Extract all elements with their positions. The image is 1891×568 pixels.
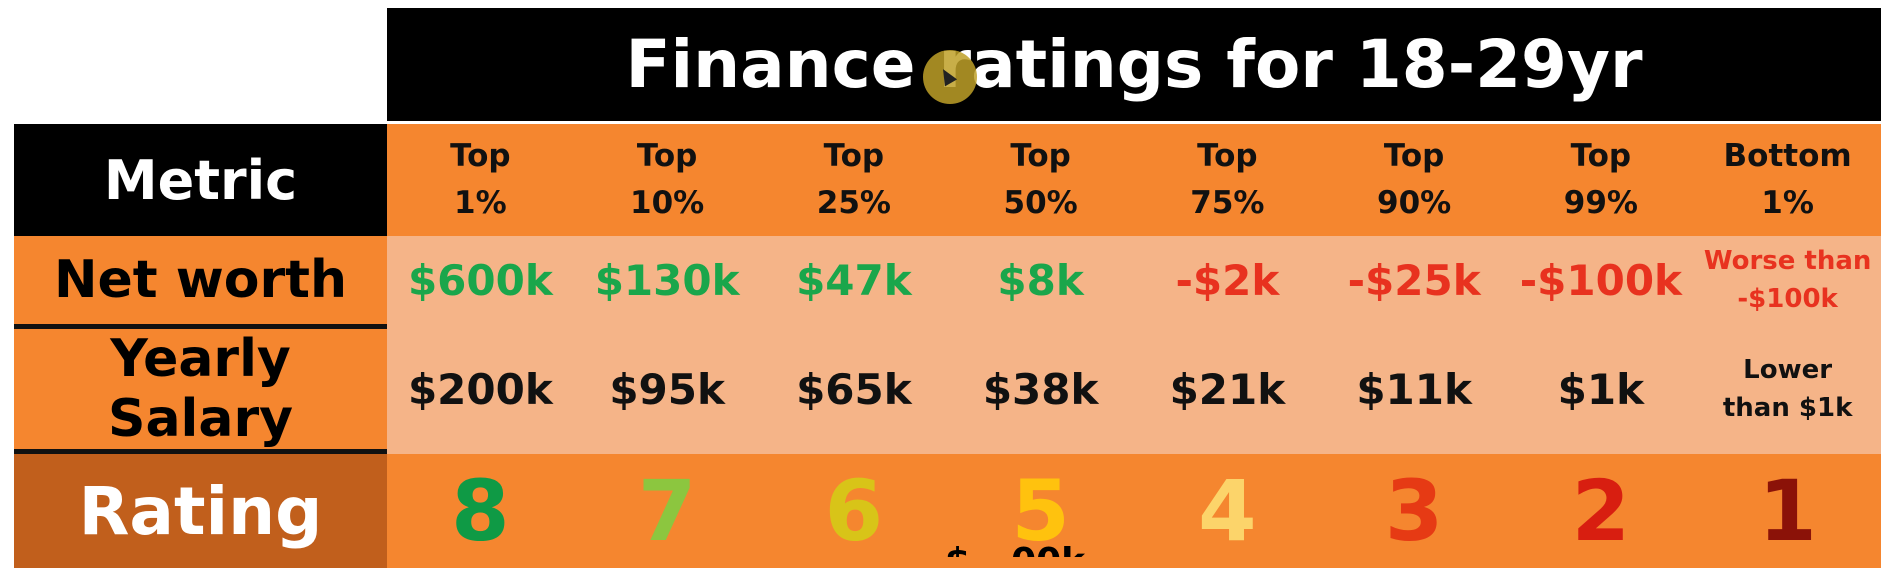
page-title: Finance ratings for 18-29yr (387, 8, 1881, 121)
metric-header: Metric (14, 124, 387, 236)
net-worth-label: Net worth (14, 236, 387, 327)
rating-value: 1 (1694, 452, 1881, 568)
net-worth-cell-bottom: Worse than-$100k (1694, 236, 1881, 327)
net-worth-row: Net worth $600k $130k $47k $8k -$2k -$25… (14, 236, 1881, 327)
salary-cell: $21k (1134, 327, 1321, 452)
net-worth-cell: -$25k (1321, 236, 1508, 327)
yearly-salary-label: Yearly Salary (14, 327, 387, 452)
yearly-salary-row: Yearly Salary $200k $95k $65k $38k $21k … (14, 327, 1881, 452)
salary-cell: $38k (947, 327, 1134, 452)
net-worth-cell: $47k (761, 236, 948, 327)
net-worth-cell: $600k (387, 236, 574, 327)
cropped-text-fragment: $...00k (945, 542, 1085, 557)
salary-cell: $11k (1321, 327, 1508, 452)
salary-cell: $95k (574, 327, 761, 452)
salary-cell: $65k (761, 327, 948, 452)
rating-value: 4 (1134, 452, 1321, 568)
salary-cell: $1k (1508, 327, 1695, 452)
net-worth-cell: -$2k (1134, 236, 1321, 327)
net-worth-cell: -$100k (1508, 236, 1695, 327)
salary-cell: $200k (387, 327, 574, 452)
rating-label: Rating (14, 452, 387, 568)
rating-value: 2 (1508, 452, 1695, 568)
rating-value: 6 (761, 452, 948, 568)
net-worth-cell: $8k (947, 236, 1134, 327)
net-worth-cell: $130k (574, 236, 761, 327)
rating-value: 7 (574, 452, 761, 568)
rating-value: 8 (387, 452, 574, 568)
rating-value: 3 (1321, 452, 1508, 568)
